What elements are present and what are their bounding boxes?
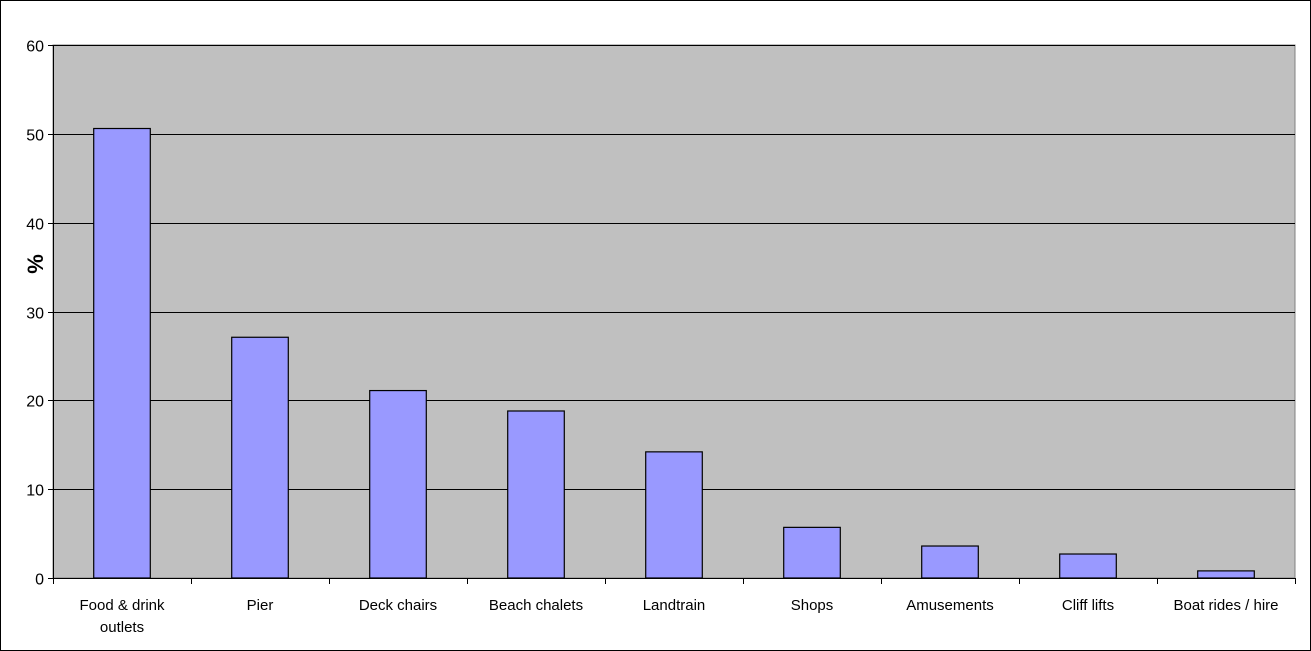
bar <box>921 545 979 579</box>
bar <box>93 127 151 579</box>
bar <box>231 336 289 579</box>
y-tick-label: 40 <box>26 217 44 234</box>
x-tick-label: Food & drink outlets <box>79 597 165 636</box>
x-tick-label: Beach chalets <box>489 597 583 614</box>
y-tick-label: 30 <box>26 306 44 323</box>
bar <box>1059 553 1117 579</box>
bar <box>1197 570 1255 579</box>
x-tick-label: Shops <box>791 597 834 614</box>
y-tick-label: 50 <box>26 128 44 145</box>
bar <box>645 451 703 579</box>
y-tick-label: 10 <box>26 483 44 500</box>
x-tick-label: Pier <box>247 597 274 614</box>
y-tick-label: 20 <box>26 394 44 411</box>
y-tick-label: 60 <box>26 39 44 56</box>
y-tick-label: 0 <box>35 572 44 589</box>
bar <box>369 389 427 579</box>
x-tick-label: Deck chairs <box>359 597 437 614</box>
x-tick-label: Amusements <box>906 597 994 614</box>
bar <box>783 526 841 579</box>
bar <box>507 410 565 579</box>
x-tick-label: Landtrain <box>643 597 706 614</box>
x-tick-label: Cliff lifts <box>1062 597 1114 614</box>
x-tick-label: Boat rides / hire <box>1173 597 1278 614</box>
y-axis-title: % <box>23 254 48 274</box>
